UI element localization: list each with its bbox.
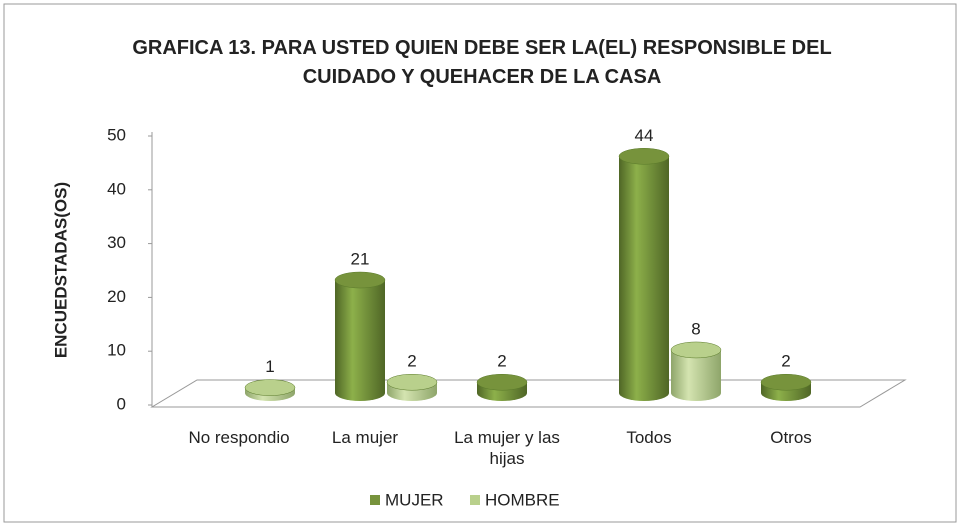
bar [670, 341, 722, 401]
data-label: 44 [635, 126, 654, 145]
data-label: 1 [265, 357, 274, 376]
x-tick-label: Otros [770, 428, 812, 447]
y-tick-label: 40 [107, 179, 126, 198]
bar [760, 373, 812, 401]
bar-bottom [335, 385, 385, 401]
bar-top [334, 271, 386, 289]
bar [334, 271, 386, 401]
legend-swatch [370, 495, 380, 505]
chart-title: GRAFICA 13. PARA USTED QUIEN DEBE SER LA… [132, 37, 832, 88]
y-tick-label: 0 [117, 394, 126, 413]
bar-body [335, 280, 385, 393]
y-axis-label: ENCUEDSTADAS(OS) [51, 182, 70, 358]
bar-bottom [671, 385, 721, 401]
legend-label: HOMBRE [485, 490, 560, 509]
bar-top [760, 373, 812, 391]
data-label: 2 [781, 352, 790, 371]
bar-top [670, 341, 722, 359]
bar-top [618, 148, 670, 165]
bar-top [476, 373, 528, 391]
legend-swatch [470, 495, 480, 505]
x-tick-label: Todos [626, 428, 672, 447]
bar-bottom [619, 385, 669, 401]
y-tick-label: 30 [107, 233, 126, 252]
bar-body [619, 156, 669, 393]
y-tick-label: 20 [107, 287, 126, 306]
x-tick-label: La mujer [331, 428, 399, 447]
bar-top [244, 379, 296, 396]
data-label: 21 [351, 250, 370, 269]
bar-top [386, 373, 438, 391]
x-tick-label: La mujer y las hijas [454, 428, 560, 468]
data-label: 2 [407, 352, 416, 371]
y-tick-label: 50 [107, 125, 126, 144]
bar [386, 373, 438, 401]
bar [476, 373, 528, 401]
y-tick-label: 10 [107, 341, 126, 360]
x-tick-label: No respondio [188, 428, 290, 447]
data-label: 2 [497, 352, 506, 371]
bar [618, 148, 670, 401]
data-label: 8 [691, 319, 700, 338]
bar [244, 379, 296, 401]
legend-label: MUJER [385, 490, 444, 509]
frame [3, 3, 957, 523]
